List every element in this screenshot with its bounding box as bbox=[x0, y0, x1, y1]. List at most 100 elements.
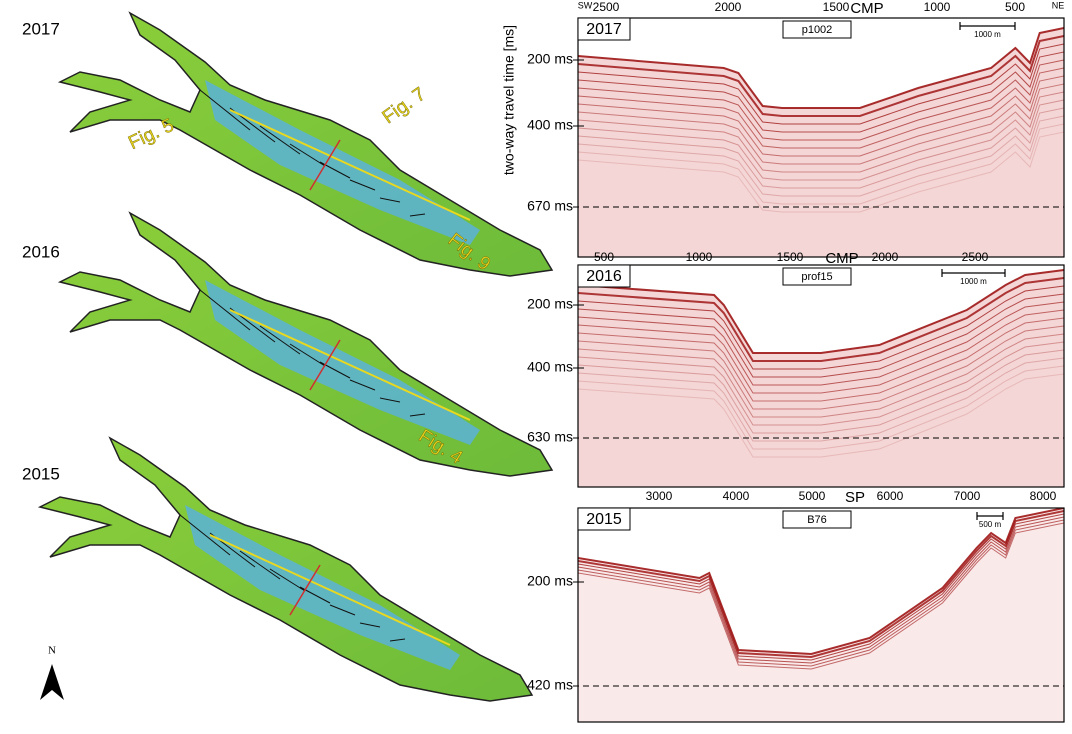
reflector bbox=[578, 508, 1064, 656]
seismic bbox=[578, 269, 1064, 487]
profile-line bbox=[209, 534, 451, 646]
reflector bbox=[578, 51, 1064, 133]
map-year: 2016 bbox=[22, 242, 60, 261]
scale-bar bbox=[941, 269, 1006, 277]
reflector bbox=[578, 373, 1064, 458]
reflector bbox=[578, 301, 1064, 386]
reflector bbox=[578, 269, 1064, 354]
panel-frame bbox=[577, 507, 1065, 723]
reflector bbox=[578, 349, 1064, 434]
scale-label: 1000 m bbox=[960, 277, 987, 286]
axis-label: 3000 bbox=[646, 489, 673, 503]
crossline bbox=[309, 339, 341, 391]
figure-reference: Fig. 5 bbox=[125, 115, 177, 154]
north-label: N bbox=[48, 645, 56, 657]
reflector bbox=[578, 75, 1064, 157]
profile-name: p1002 bbox=[802, 24, 833, 36]
year-box bbox=[577, 264, 631, 288]
survey-lines bbox=[199, 89, 426, 217]
axis-title: CMP bbox=[825, 250, 858, 267]
profile-panel: 2016 prof15 1000 m 500 1000 1500 2000 2500 CMP 20… bbox=[527, 250, 1065, 488]
reflector bbox=[578, 107, 1064, 189]
profile-name: prof15 bbox=[801, 271, 832, 283]
profile-year: 2017 bbox=[586, 21, 622, 38]
time-label: 420 ms bbox=[527, 677, 573, 693]
map bbox=[59, 12, 553, 277]
map-year: 2015 bbox=[22, 464, 60, 483]
sediment bbox=[578, 28, 1064, 257]
axis-label: 4000 bbox=[723, 489, 750, 503]
reflector bbox=[578, 519, 1064, 667]
figure-reference: Fig. 7 bbox=[379, 84, 430, 128]
sediment bbox=[578, 508, 1064, 722]
profile-panel: 2015 B76 500 m 3000 4000 5000 6000 7000 8000 SP 20… bbox=[527, 489, 1065, 723]
time-label: 400 ms bbox=[527, 359, 573, 375]
reflector bbox=[578, 365, 1064, 450]
name-box bbox=[782, 510, 852, 529]
time-label: 200 ms bbox=[527, 51, 573, 67]
crossline bbox=[309, 139, 341, 191]
profile-panel: 2017 p1002 1000 m 2500 2000 1500 1000 500 CMP 200… bbox=[527, 0, 1065, 258]
panel-frame bbox=[577, 17, 1065, 258]
reflector bbox=[578, 333, 1064, 418]
reflector bbox=[578, 43, 1064, 125]
axis-title: CMP bbox=[850, 0, 883, 17]
survey-lines bbox=[199, 289, 426, 417]
north-arrow bbox=[40, 664, 64, 700]
y-axis-title: two-way travel time [ms] bbox=[501, 25, 517, 175]
axis-label: 500 bbox=[1005, 0, 1025, 14]
time-label: 400 ms bbox=[527, 117, 573, 133]
year-box bbox=[577, 507, 631, 531]
scale-bar bbox=[976, 512, 1004, 520]
reflector bbox=[578, 293, 1064, 378]
reflector bbox=[578, 309, 1064, 394]
time-label: 200 ms bbox=[527, 296, 573, 312]
profiles: 2017 p1002 1000 m 2500 2000 1500 1000 500 CMP 200… bbox=[527, 0, 1065, 723]
reflector bbox=[578, 123, 1064, 205]
profile-year: 2016 bbox=[586, 268, 622, 285]
time-label: 630 ms bbox=[527, 429, 573, 445]
profile-line bbox=[229, 109, 471, 221]
map bbox=[59, 212, 553, 477]
axis-label: 1000 bbox=[686, 250, 713, 264]
map bbox=[39, 437, 533, 702]
time-label: 200 ms bbox=[527, 573, 573, 589]
reflector bbox=[578, 115, 1064, 197]
panel-frame bbox=[577, 264, 1065, 488]
reflector bbox=[578, 341, 1064, 426]
reflector bbox=[578, 277, 1064, 362]
scale-label: 1000 m bbox=[974, 30, 1001, 39]
survey-lines bbox=[179, 514, 406, 642]
scale-label: 500 m bbox=[979, 520, 1002, 529]
reflector bbox=[578, 513, 1064, 661]
seismic bbox=[578, 27, 1064, 257]
year-box bbox=[577, 17, 631, 41]
reflector bbox=[578, 522, 1064, 670]
crossline bbox=[289, 564, 321, 616]
reflector bbox=[578, 285, 1064, 370]
reflector bbox=[578, 35, 1064, 117]
axis-title: SP bbox=[845, 489, 865, 506]
reflector bbox=[578, 83, 1064, 165]
reflector bbox=[578, 516, 1064, 664]
reflector bbox=[578, 91, 1064, 173]
reflector bbox=[578, 510, 1064, 659]
name-box bbox=[782, 267, 852, 286]
reflector bbox=[578, 357, 1064, 442]
axis-label: 7000 bbox=[954, 489, 981, 503]
name-box bbox=[782, 20, 852, 39]
map-year: 2017 bbox=[22, 19, 60, 38]
reflector bbox=[578, 325, 1064, 410]
reflector bbox=[578, 99, 1064, 181]
reflector bbox=[578, 67, 1064, 149]
axis-label: 6000 bbox=[877, 489, 904, 503]
seismic bbox=[578, 508, 1064, 722]
axis-label: 5000 bbox=[799, 489, 826, 503]
reflector bbox=[578, 131, 1064, 213]
axis-label: 8000 bbox=[1030, 489, 1057, 503]
reflector bbox=[578, 27, 1064, 109]
reflector bbox=[578, 317, 1064, 402]
profile-year: 2015 bbox=[586, 511, 622, 528]
